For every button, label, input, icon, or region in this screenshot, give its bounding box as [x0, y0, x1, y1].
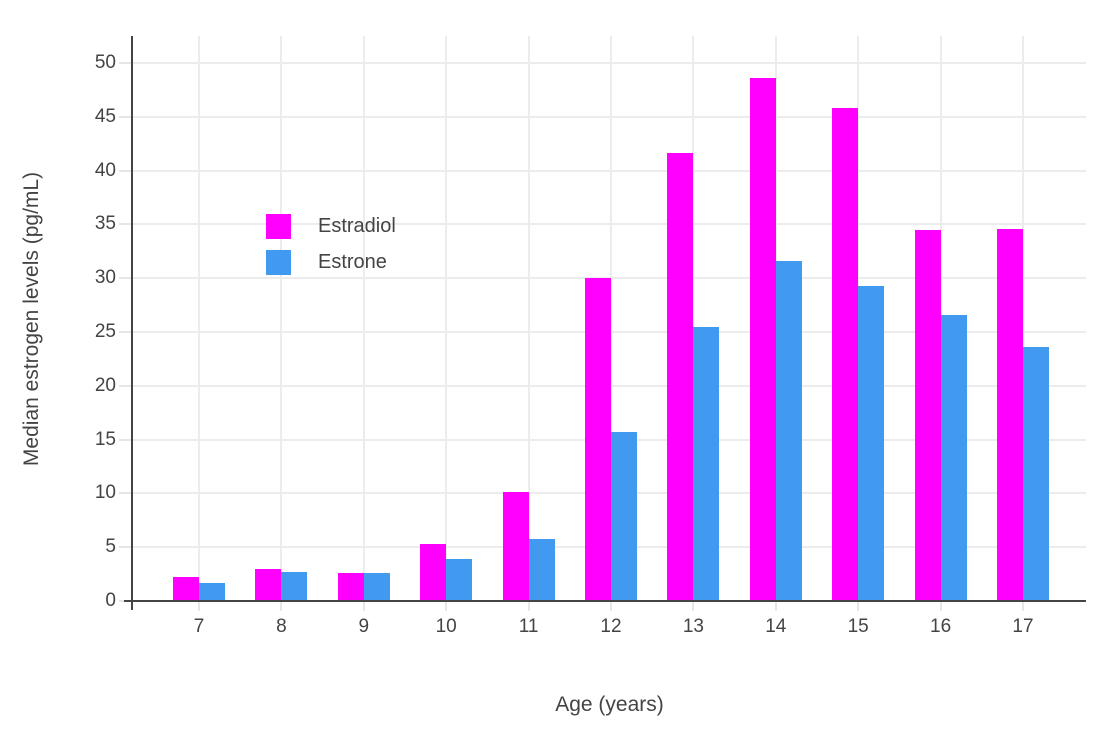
x-tick-label-17: 17 — [1012, 616, 1034, 637]
bar-estradiol-age-16[interactable] — [914, 229, 941, 601]
gridline-x-7 — [198, 36, 200, 601]
y-tick-label-5: 5 — [105, 536, 116, 558]
estrone-swatch-icon — [266, 250, 291, 275]
y-tick-label-10: 10 — [94, 482, 116, 504]
bar-estrone-age-9[interactable] — [363, 573, 390, 601]
x-tick-8 — [280, 602, 283, 611]
y-tick-label-35: 35 — [94, 213, 116, 235]
x-tick-10 — [445, 602, 448, 611]
bar-estrone-age-10[interactable] — [446, 559, 473, 601]
gridline-y-50 — [133, 61, 1086, 64]
bar-estrone-age-11[interactable] — [528, 538, 555, 601]
x-tick-9 — [362, 602, 365, 611]
legend-item-estradiol[interactable]: Estradiol — [266, 214, 396, 239]
x-tick-17 — [1022, 602, 1024, 611]
x-tick-16 — [939, 602, 942, 611]
x-tick-label-7: 7 — [193, 616, 205, 637]
x-tick-label-11: 11 — [518, 616, 539, 637]
x-tick-7 — [198, 602, 200, 611]
bar-estradiol-age-15[interactable] — [832, 108, 859, 601]
y-tick-20 — [119, 384, 133, 387]
y-tick-50 — [119, 61, 133, 64]
gridline-x-8 — [280, 36, 283, 601]
x-tick-label-13: 13 — [682, 616, 704, 637]
x-tick-14 — [774, 602, 777, 611]
y-tick-45 — [119, 115, 133, 118]
bar-estrone-age-12[interactable] — [611, 432, 637, 601]
bar-estradiol-age-13[interactable] — [667, 153, 694, 601]
bar-estradiol-age-9[interactable] — [337, 573, 364, 601]
gridline-x-12 — [610, 36, 612, 601]
x-axis-line — [124, 600, 1086, 602]
x-tick-11 — [527, 602, 530, 611]
gridline-y-40 — [133, 169, 1086, 172]
bar-estradiol-age-10[interactable] — [420, 543, 447, 601]
bar-estrone-age-13[interactable] — [693, 326, 720, 601]
bar-estradiol-age-7[interactable] — [173, 577, 199, 601]
y-tick-5 — [119, 546, 133, 549]
y-tick-label-45: 45 — [94, 105, 116, 127]
bar-estradiol-age-8[interactable] — [255, 568, 282, 601]
y-tick-15 — [119, 438, 133, 441]
bar-estradiol-age-17[interactable] — [997, 228, 1023, 601]
bar-estrone-age-15[interactable] — [858, 285, 885, 601]
x-tick-label-14: 14 — [765, 616, 787, 637]
y-tick-label-20: 20 — [94, 374, 116, 396]
x-tick-label-10: 10 — [435, 616, 457, 637]
y-tick-label-40: 40 — [94, 159, 116, 181]
bar-estrone-age-14[interactable] — [775, 260, 802, 601]
x-tick-label-12: 12 — [600, 616, 622, 637]
y-tick-label-15: 15 — [94, 428, 116, 450]
y-tick-label-30: 30 — [94, 267, 116, 289]
x-tick-label-8: 8 — [276, 616, 287, 637]
y-tick-25 — [119, 330, 133, 333]
x-tick-12 — [610, 602, 612, 611]
bar-estradiol-age-11[interactable] — [502, 492, 529, 601]
gridline-x-11 — [527, 36, 530, 601]
y-tick-40 — [119, 169, 133, 172]
gridline-y-35 — [133, 223, 1086, 226]
y-tick-35 — [119, 223, 133, 226]
bar-estrone-age-8[interactable] — [281, 571, 308, 601]
gridline-x-17 — [1022, 36, 1024, 601]
bar-estradiol-age-14[interactable] — [749, 77, 776, 601]
x-tick-15 — [857, 602, 860, 611]
x-tick-label-16: 16 — [930, 616, 952, 637]
estradiol-swatch-icon — [266, 214, 291, 239]
gridline-y-45 — [133, 115, 1086, 118]
legend-label-estrone: Estrone — [318, 251, 387, 273]
y-axis-title: Median estrogen levels (pg/mL) — [20, 171, 43, 467]
legend-label-estradiol: Estradiol — [318, 215, 396, 237]
bar-estrone-age-7[interactable] — [199, 582, 225, 601]
x-tick-label-15: 15 — [847, 616, 869, 637]
bar-estradiol-age-12[interactable] — [585, 278, 611, 601]
gridline-x-13 — [692, 36, 695, 601]
y-tick-label-0: 0 — [105, 590, 116, 611]
y-tick-10 — [119, 492, 133, 495]
gridline-x-9 — [362, 36, 365, 601]
bar-estrone-age-17[interactable] — [1023, 347, 1049, 601]
x-tick-13 — [692, 602, 695, 611]
x-axis-title: Age (years) — [555, 693, 664, 716]
y-axis-line — [131, 36, 133, 610]
y-tick-label-25: 25 — [94, 320, 116, 342]
gridline-x-10 — [445, 36, 448, 601]
bar-estrone-age-16[interactable] — [940, 314, 967, 601]
y-tick-30 — [119, 277, 133, 280]
legend: Estradiol Estrone — [266, 214, 396, 286]
legend-item-estrone[interactable]: Estrone — [266, 250, 396, 275]
y-tick-label-50: 50 — [94, 51, 116, 73]
x-tick-label-9: 9 — [358, 616, 370, 637]
